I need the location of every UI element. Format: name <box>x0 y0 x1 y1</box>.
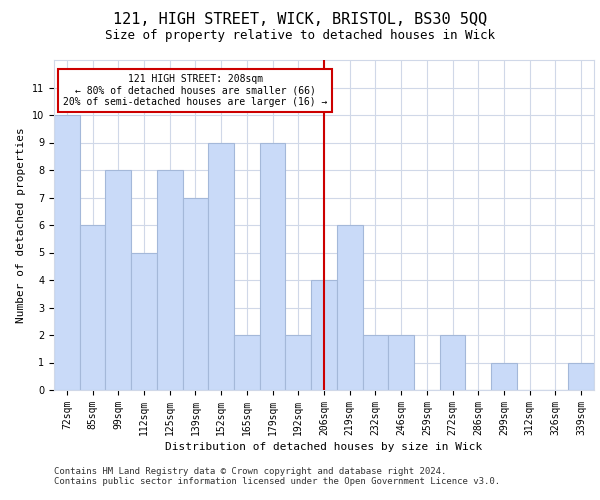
Bar <box>54 115 80 390</box>
Bar <box>182 198 208 390</box>
Text: 121 HIGH STREET: 208sqm
← 80% of detached houses are smaller (66)
20% of semi-de: 121 HIGH STREET: 208sqm ← 80% of detache… <box>63 74 328 107</box>
Bar <box>286 335 311 390</box>
Text: 121, HIGH STREET, WICK, BRISTOL, BS30 5QQ: 121, HIGH STREET, WICK, BRISTOL, BS30 5Q… <box>113 12 487 28</box>
Text: Contains public sector information licensed under the Open Government Licence v3: Contains public sector information licen… <box>54 477 500 486</box>
Bar <box>491 362 517 390</box>
Bar <box>208 142 234 390</box>
Bar <box>568 362 594 390</box>
Bar <box>440 335 466 390</box>
Bar <box>106 170 131 390</box>
Text: Size of property relative to detached houses in Wick: Size of property relative to detached ho… <box>105 29 495 42</box>
Text: Contains HM Land Registry data © Crown copyright and database right 2024.: Contains HM Land Registry data © Crown c… <box>54 467 446 476</box>
Bar <box>388 335 414 390</box>
Bar <box>311 280 337 390</box>
Bar <box>157 170 182 390</box>
Bar <box>131 252 157 390</box>
X-axis label: Distribution of detached houses by size in Wick: Distribution of detached houses by size … <box>166 442 482 452</box>
Bar <box>234 335 260 390</box>
Bar <box>260 142 286 390</box>
Bar <box>80 225 106 390</box>
Y-axis label: Number of detached properties: Number of detached properties <box>16 127 26 323</box>
Bar <box>337 225 362 390</box>
Bar <box>362 335 388 390</box>
